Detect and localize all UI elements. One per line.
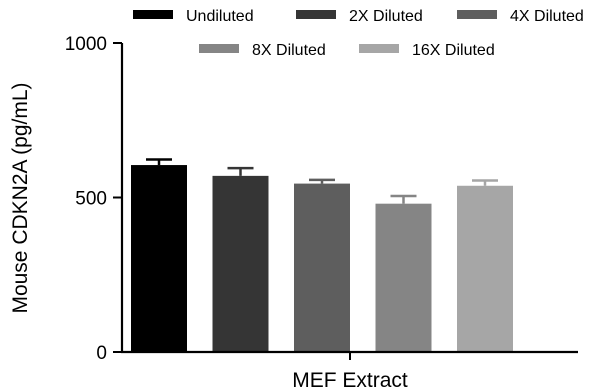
y-tick-label: 500 bbox=[75, 189, 107, 210]
legend-swatch bbox=[359, 44, 399, 53]
x-axis-title: MEF Extract bbox=[292, 369, 408, 392]
legend-label: 16X Diluted bbox=[412, 42, 495, 59]
bar-16x-diluted bbox=[457, 185, 513, 352]
legend-label: 4X Diluted bbox=[510, 8, 584, 25]
legend-label: 2X Diluted bbox=[349, 8, 423, 25]
legend-swatch bbox=[199, 44, 239, 53]
legend-swatch bbox=[296, 10, 336, 19]
y-tick-label: 1000 bbox=[65, 34, 107, 55]
legend-swatch bbox=[457, 10, 497, 19]
bar-2x-diluted bbox=[212, 175, 269, 352]
y-axis-title: Mouse CDKN2A (pg/mL) bbox=[9, 82, 32, 313]
y-tick-label: 0 bbox=[96, 343, 107, 364]
bar-group bbox=[131, 158, 513, 352]
bar-4x-diluted bbox=[294, 183, 350, 352]
legend-swatch bbox=[133, 10, 173, 19]
legend-label: 8X Diluted bbox=[252, 42, 326, 59]
legend-label: Undiluted bbox=[186, 8, 254, 25]
chart-legend: Undiluted 2X Diluted 4X Diluted 8X Diluted 1… bbox=[133, 8, 584, 59]
y-axis-ticks: 0 500 1000 bbox=[65, 34, 122, 364]
bar-undiluted bbox=[131, 165, 187, 352]
bar-8x-diluted bbox=[375, 203, 432, 352]
